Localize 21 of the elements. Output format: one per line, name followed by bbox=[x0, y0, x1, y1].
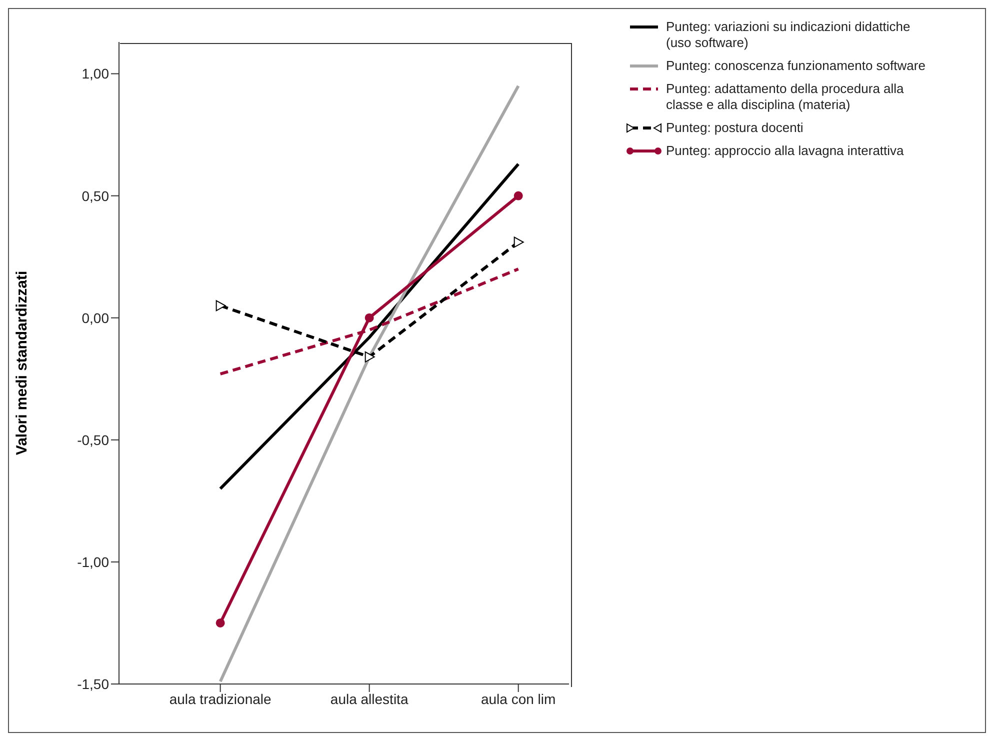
legend-label: Punteg: postura docenti bbox=[666, 120, 804, 136]
y-tick-label: -1,00 bbox=[77, 554, 110, 570]
y-tick-label: 0,00 bbox=[82, 310, 110, 326]
legend-label: Punteg: adattamento della procedura alla classe e alla disciplina (materia) bbox=[666, 81, 905, 113]
y-tick-label: -0,50 bbox=[77, 432, 110, 448]
x-tick-label: aula allestita bbox=[330, 690, 408, 707]
y-tick-label: 0,50 bbox=[82, 188, 110, 204]
y-axis-title: Valori medi standardizzati bbox=[13, 270, 30, 456]
point bbox=[216, 618, 225, 628]
x-tick-label: aula tradizionale bbox=[169, 690, 272, 707]
legend-label: Punteg: approccio alla lavagna interattiva bbox=[666, 143, 904, 159]
point bbox=[514, 236, 524, 248]
y-tick-label: -1,50 bbox=[77, 676, 110, 692]
point bbox=[216, 300, 226, 312]
y-tick-label: 1,00 bbox=[82, 66, 110, 82]
legend-label: Punteg: conoscenza funzionamento software bbox=[666, 58, 926, 74]
point bbox=[364, 351, 375, 362]
legend-label: Punteg: variazioni su indicazioni didattiche (uso software) bbox=[666, 19, 912, 51]
point bbox=[514, 191, 523, 200]
point bbox=[364, 313, 374, 322]
x-tick-label: aula con lim bbox=[480, 690, 556, 707]
